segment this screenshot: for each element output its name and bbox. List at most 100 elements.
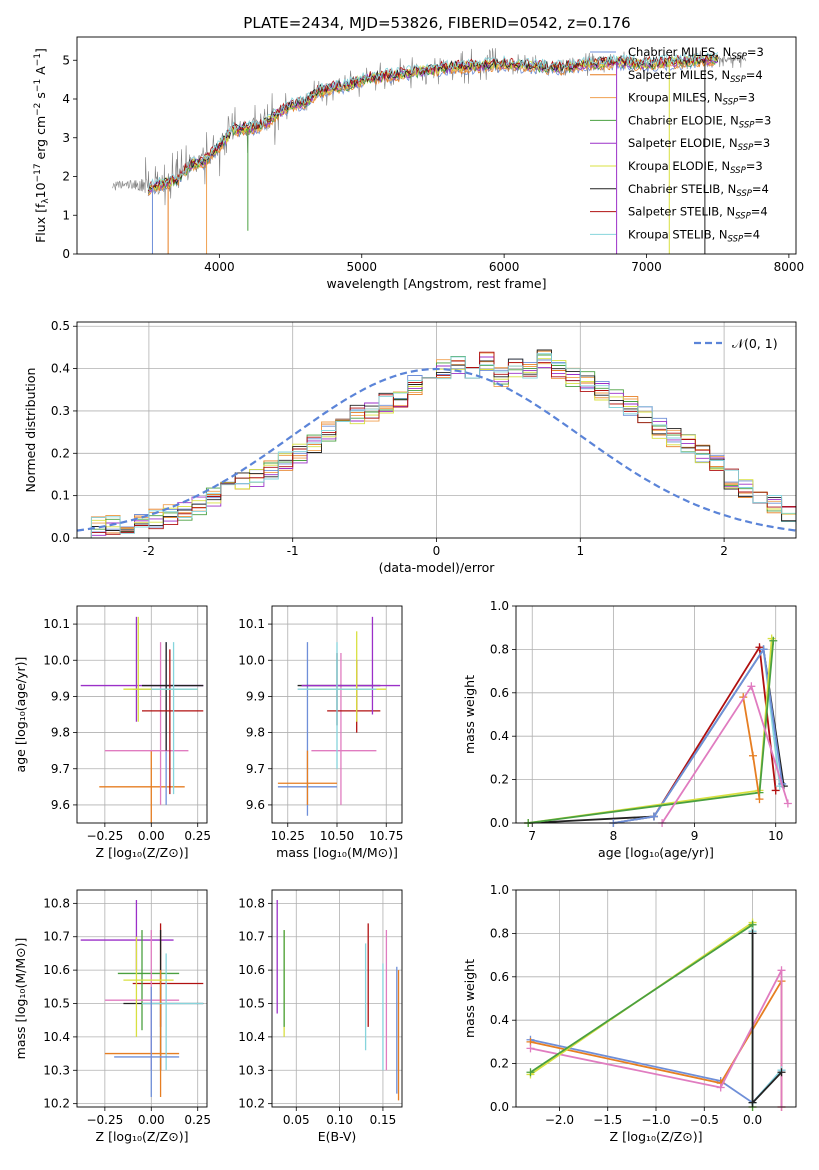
y-label-part: erg cm [33, 116, 48, 164]
x-tick-label: 7000 [631, 260, 662, 274]
x-tick-label: 0.10 [326, 1113, 353, 1127]
y-axis-label: Flux [fλ10−17 erg cm−2 s−1 A−1] [33, 48, 51, 243]
x-tick-label: −1.5 [593, 1113, 622, 1127]
y-tick-label: 2 [62, 170, 70, 184]
legend-sub: SSP [728, 234, 744, 244]
figure-title: PLATE=2434, MJD=53826, FIBERID=0542, z=0… [243, 14, 630, 32]
axes-frame [515, 605, 797, 824]
y-tick-label: 4 [62, 92, 70, 106]
y-tick-label: 10.5 [238, 997, 265, 1011]
y-tick-label: 3 [62, 131, 70, 145]
y-tick-label: 10.4 [43, 1030, 70, 1044]
legend-sub: SSP [738, 143, 754, 153]
x-tick-label: 1 [576, 544, 584, 558]
x-tick-label: 2 [720, 544, 728, 558]
panel-mass_vs_ebv: 0.05 0.10 0.15 10.2 10.3 10.4 10.5 10.6 10.7 10.8… [238, 889, 403, 1144]
y-tick-label: 1.0 [490, 883, 509, 897]
y-tick-label: 0.8 [490, 642, 509, 656]
mass-weight-line [613, 646, 784, 824]
y-tick-label: 0.0 [490, 1100, 509, 1114]
y-tick-label: 5 [62, 53, 70, 67]
x-tick-label: 6000 [489, 260, 520, 274]
y-tick-label: 0.8 [490, 926, 509, 940]
y-tick-label: 0 [62, 247, 70, 261]
y-tick-label: 1.0 [490, 599, 509, 613]
mass-weight-marker [783, 799, 792, 808]
x-tick-label: 0.0 [743, 1113, 762, 1127]
legend-entry: Chabrier MILES, NSSP=3 [628, 45, 764, 62]
y-axis-label: mass [log₁₀(M/M⊙)] [13, 938, 28, 1060]
y-tick-label: 9.6 [246, 798, 265, 812]
x-tick-label: 10.75 [369, 829, 403, 843]
x-tick-label: −0.25 [86, 829, 123, 843]
legend-sub: SSP [731, 52, 747, 62]
legend-text: =3 [753, 136, 770, 150]
y-tick-label: 0.2 [51, 446, 70, 460]
y-tick-label: 10.1 [238, 617, 265, 631]
x-axis-label: age [log₁₀(age/yr)] [598, 845, 714, 860]
x-axis-label: mass [log₁₀(M/M⊙)] [276, 845, 398, 860]
legend-text: Kroupa ELODIE, N [628, 159, 730, 173]
legend-text: Salpeter STELIB, N [628, 205, 735, 219]
legend-sub: SSP [739, 120, 755, 130]
y-label-part: ] [33, 48, 48, 53]
model-line-kroupa_stelib [147, 51, 719, 190]
x-tick-label: 0.25 [184, 1113, 211, 1127]
legend-text: =4 [751, 205, 768, 219]
y-tick-label: 9.7 [246, 762, 265, 776]
x-axis-label: Z [log₁₀(Z/Z⊙)] [96, 1129, 189, 1144]
x-axis-label: Z [log₁₀(Z/Z⊙)] [610, 1129, 703, 1144]
mass-weight-line [530, 969, 783, 1107]
y-tick-label: 0.0 [490, 816, 509, 830]
legend-sub: SSP [723, 98, 739, 108]
legend-entry: Salpeter STELIB, NSSP=4 [628, 205, 768, 222]
legend-text: =3 [738, 91, 755, 105]
mass-weight-marker [649, 812, 658, 821]
y-label-part: Flux [f [33, 203, 48, 243]
legend-text: =4 [752, 182, 769, 196]
mass-weight-marker [526, 1068, 535, 1077]
y-tick-label: 0.2 [490, 773, 509, 787]
x-tick-label: 0 [433, 544, 441, 558]
y-tick-label: 0.0 [51, 531, 70, 545]
x-axis-label: E(B-V) [318, 1129, 357, 1144]
legend-text: =3 [746, 159, 763, 173]
y-tick-label: 10.8 [43, 896, 70, 910]
legend-sub: SSP [736, 189, 752, 199]
histogram-kroupa_stelib [77, 353, 797, 539]
y-tick-label: 0.1 [51, 489, 70, 503]
y-label-part: 10 [33, 182, 48, 198]
y-axis-label: mass weight [462, 959, 477, 1038]
legend-sub: SSP [730, 166, 746, 176]
axes-frame [515, 889, 797, 1108]
x-tick-label: 10.50 [320, 829, 354, 843]
y-tick-label: 9.8 [246, 726, 265, 740]
x-tick-label: 9 [691, 829, 699, 843]
mass-weight-marker [777, 1068, 786, 1077]
legend-entry: 𝒩(0, 1) [732, 336, 778, 351]
axes-frame [271, 605, 403, 824]
legend-text: =3 [747, 45, 764, 59]
y-label-part: λ [41, 198, 51, 204]
y-axis-label: age [log₁₀(age/yr)] [13, 657, 28, 773]
axes-frame [76, 321, 797, 539]
y-tick-label: 9.9 [246, 689, 265, 703]
panel-age_vs_Z: −0.25 0.00 0.25 9.6 9.7 9.8 9.9 10.0 10.1 Z [log₁… [13, 605, 211, 860]
x-tick-label: -2 [143, 544, 155, 558]
y-tick-label: 10.6 [238, 963, 265, 977]
mass-weight-marker [771, 786, 780, 795]
axes-frame [76, 36, 797, 255]
y-label-part: −17 [33, 163, 43, 182]
y-tick-label: 10.2 [238, 1097, 265, 1111]
y-axis-label: Normed distribution [23, 368, 38, 493]
mass-weight-marker [748, 1098, 757, 1107]
y-tick-label: 9.7 [51, 762, 70, 776]
legend-text: Chabrier ELODIE, N [628, 113, 739, 127]
y-tick-label: 0.6 [490, 686, 509, 700]
mass-weight-marker [526, 1044, 535, 1053]
y-tick-label: 9.9 [51, 689, 70, 703]
y-tick-label: 10.1 [43, 617, 70, 631]
y-tick-label: 0.2 [490, 1057, 509, 1071]
legend-entry: Kroupa MILES, NSSP=3 [628, 91, 755, 108]
